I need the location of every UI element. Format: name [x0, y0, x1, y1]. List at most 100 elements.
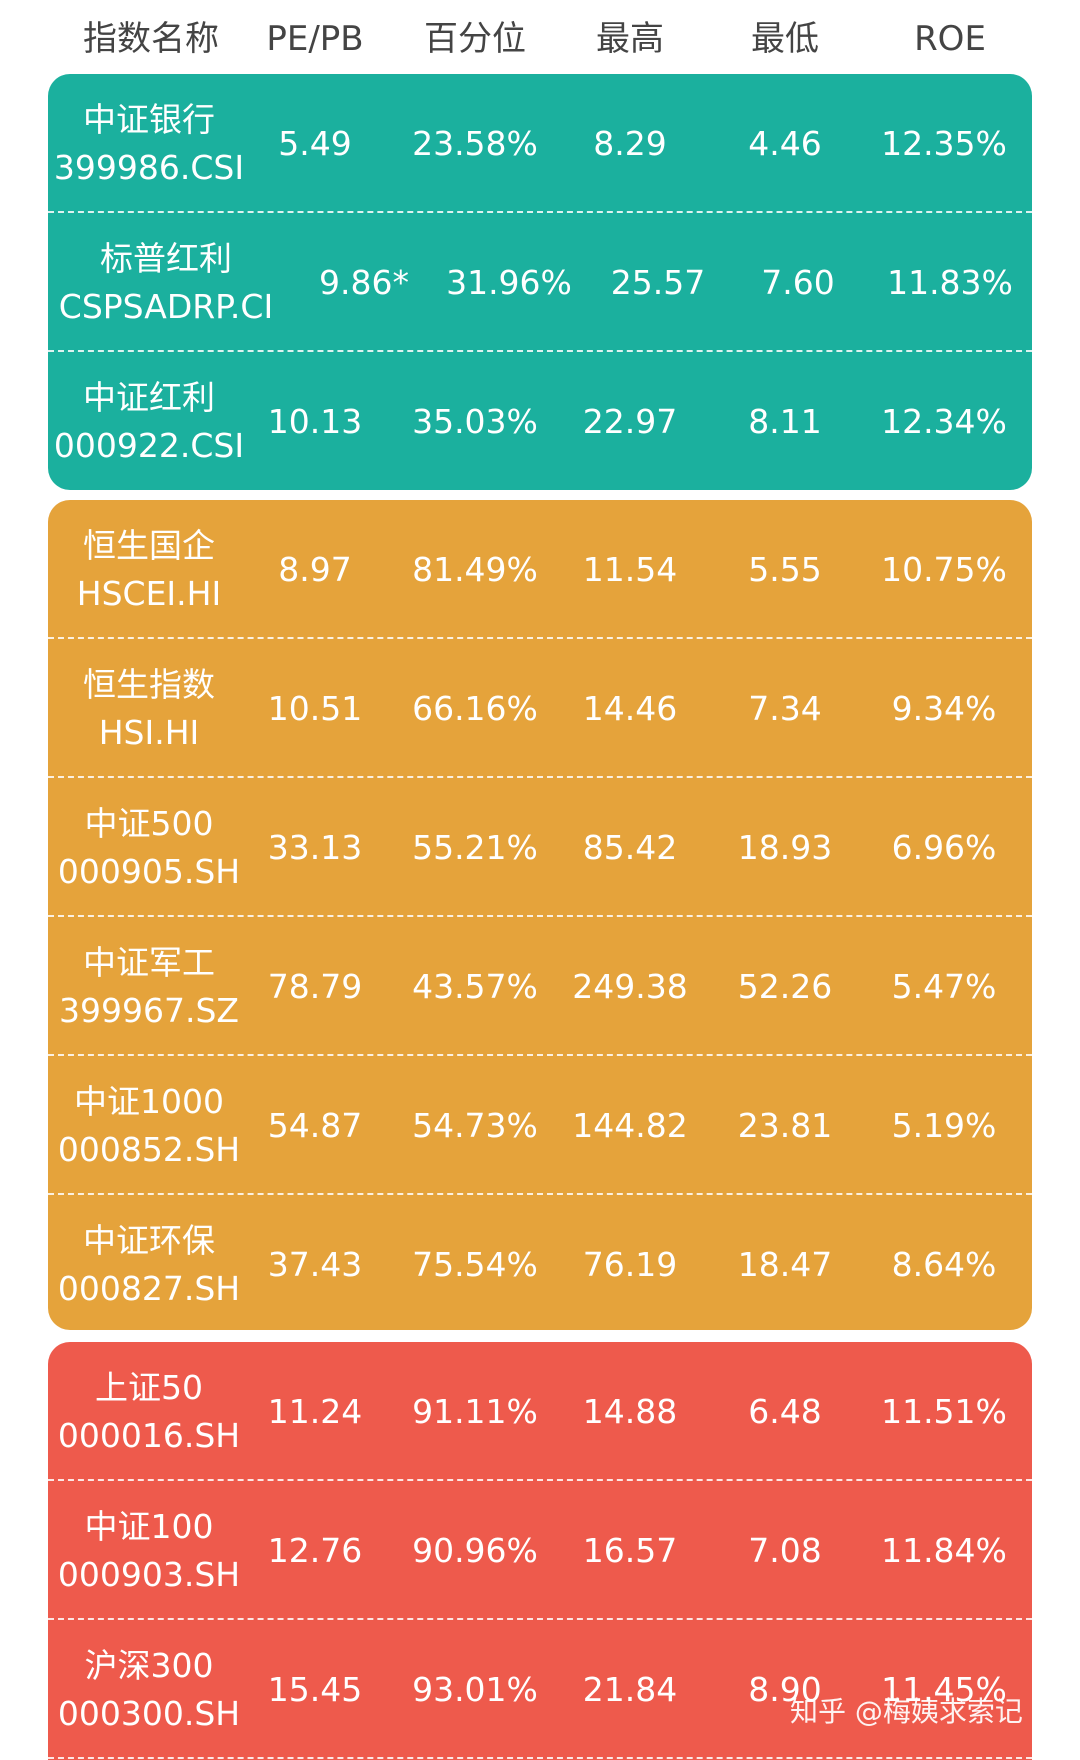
low-value: 4.46: [748, 124, 822, 163]
index-code: 399967.SZ: [58, 990, 240, 1030]
table-row[interactable]: 恒生指数 HSI.HI 10.51 66.16% 14.46 7.34 9.34…: [48, 639, 1032, 778]
table-row[interactable]: 恒生国企 HSCEI.HI 8.97 81.49% 11.54 5.55 10.…: [48, 500, 1032, 639]
index-name: 沪深300: [84, 1645, 214, 1685]
header-percentile: 百分位: [424, 19, 526, 59]
percentile-value: 91.11%: [412, 1392, 538, 1431]
roe-value: 12.35%: [881, 124, 1007, 163]
percentile-value: 23.58%: [412, 124, 538, 163]
table-row[interactable]: 标普红利 CSPSADRP.CI 9.86* 31.96% 25.57 7.60…: [48, 213, 1032, 352]
index-code: HSCEI.HI: [76, 573, 222, 613]
table-row[interactable]: 中证红利 000922.CSI 10.13 35.03% 22.97 8.11 …: [48, 352, 1032, 490]
roe-value: 8.64%: [891, 1245, 997, 1284]
high-value: 11.54: [582, 550, 678, 589]
index-name: 中证红利: [83, 377, 215, 417]
index-name: 标普红利: [100, 238, 232, 278]
index-code: 000300.SH: [57, 1693, 241, 1733]
index-name-cell: 中证1000 000852.SH: [54, 1056, 244, 1195]
low-value: 8.90: [748, 1670, 822, 1709]
table-row[interactable]: 中证银行 399986.CSI 5.49 23.58% 8.29 4.46 12…: [48, 74, 1032, 213]
index-name-cell: 标普红利 CSPSADRP.CI: [54, 213, 278, 352]
low-value: 18.47: [737, 1245, 833, 1284]
low-value: 23.81: [737, 1106, 833, 1145]
roe-value: 9.34%: [891, 689, 997, 728]
pe-pb-value: 11.24: [267, 1392, 363, 1431]
percentile-value: 81.49%: [412, 550, 538, 589]
high-value: 14.46: [582, 689, 678, 728]
index-name-cell: 中证军工 399967.SZ: [54, 917, 244, 1056]
index-name-cell: 中证红利 000922.CSI: [54, 352, 244, 490]
pe-pb-value: 15.45: [267, 1670, 363, 1709]
header-roe: ROE: [914, 19, 986, 59]
roe-value: 11.84%: [881, 1531, 1007, 1570]
table-row[interactable]: 沪深300 000300.SH 15.45 93.01% 21.84 8.90 …: [48, 1620, 1032, 1759]
percentile-value: 75.54%: [412, 1245, 538, 1284]
roe-value: 11.51%: [881, 1392, 1007, 1431]
index-name: 上证50: [95, 1367, 203, 1407]
index-name-cell: 上证50 000016.SH: [54, 1342, 244, 1481]
pe-pb-value: 9.86*: [319, 263, 409, 302]
header-pe-pb: PE/PB: [266, 19, 364, 59]
table-header: 指数名称 PE/PB 百分位 最高 最低 ROE: [0, 0, 1080, 74]
index-name: 中证环保: [83, 1220, 215, 1260]
roe-value: 11.45%: [881, 1670, 1007, 1709]
low-value: 18.93: [737, 828, 833, 867]
index-name-cell: 沪深300 000300.SH: [54, 1620, 244, 1759]
roe-value: 5.19%: [891, 1106, 997, 1145]
percentile-value: 54.73%: [412, 1106, 538, 1145]
high-value: 21.84: [582, 1670, 678, 1709]
index-code: 399986.CSI: [53, 147, 245, 187]
high-value: 14.88: [582, 1392, 678, 1431]
table-row[interactable]: 中证环保 000827.SH 37.43 75.54% 76.19 18.47 …: [48, 1195, 1032, 1330]
high-value: 144.82: [572, 1106, 688, 1145]
high-value: 25.57: [610, 263, 706, 302]
index-code: 000016.SH: [57, 1415, 241, 1455]
table-row[interactable]: 上证50 000016.SH 11.24 91.11% 14.88 6.48 1…: [48, 1342, 1032, 1481]
table-row[interactable]: 中证1000 000852.SH 54.87 54.73% 144.82 23.…: [48, 1056, 1032, 1195]
index-name: 恒生指数: [83, 664, 215, 704]
index-name-cell: 中证500 000905.SH: [54, 778, 244, 917]
roe-value: 5.47%: [891, 967, 997, 1006]
low-value: 7.08: [748, 1531, 822, 1570]
pe-pb-value: 37.43: [267, 1245, 363, 1284]
index-name-cell: 中证银行 399986.CSI: [54, 74, 244, 213]
high-value: 76.19: [582, 1245, 678, 1284]
percentile-value: 66.16%: [412, 689, 538, 728]
index-name: 中证100: [84, 1506, 214, 1546]
watermark-text: 知乎 @梅姨求索记: [790, 1695, 1023, 1728]
index-code: 000852.SH: [57, 1129, 241, 1169]
pe-pb-value: 12.76: [267, 1531, 363, 1570]
roe-value: 12.34%: [881, 402, 1007, 441]
table-row[interactable]: 中证军工 399967.SZ 78.79 43.57% 249.38 52.26…: [48, 917, 1032, 1056]
index-code: 000827.SH: [57, 1268, 241, 1308]
header-high: 最高: [596, 19, 664, 59]
pe-pb-value: 78.79: [267, 967, 363, 1006]
percentile-value: 55.21%: [412, 828, 538, 867]
pe-pb-value: 8.97: [278, 550, 352, 589]
high-value: 16.57: [582, 1531, 678, 1570]
group-low-valuation: 中证银行 399986.CSI 5.49 23.58% 8.29 4.46 12…: [48, 74, 1032, 490]
index-name-cell: 恒生指数 HSI.HI: [54, 639, 244, 778]
index-code: 000922.CSI: [53, 425, 245, 465]
table-row[interactable]: 中证500 000905.SH 33.13 55.21% 85.42 18.93…: [48, 778, 1032, 917]
high-value: 22.97: [582, 402, 678, 441]
pe-pb-value: 10.51: [267, 689, 363, 728]
index-code: CSPSADRP.CI: [58, 286, 274, 326]
index-name: 中证银行: [83, 99, 215, 139]
index-name-cell: 恒生国企 HSCEI.HI: [54, 500, 244, 639]
low-value: 5.55: [748, 550, 822, 589]
index-name: 恒生国企: [83, 525, 215, 565]
group-mid-valuation: 恒生国企 HSCEI.HI 8.97 81.49% 11.54 5.55 10.…: [48, 500, 1032, 1330]
percentile-value: 31.96%: [446, 263, 572, 302]
table-row[interactable]: 中证100 000903.SH 12.76 90.96% 16.57 7.08 …: [48, 1481, 1032, 1620]
roe-value: 10.75%: [881, 550, 1007, 589]
roe-value: 6.96%: [891, 828, 997, 867]
group-high-valuation: 上证50 000016.SH 11.24 91.11% 14.88 6.48 1…: [48, 1342, 1032, 1760]
index-code: 000903.SH: [57, 1554, 241, 1594]
index-code: HSI.HI: [98, 712, 200, 752]
roe-value: 11.83%: [887, 263, 1013, 302]
index-code: 000905.SH: [57, 851, 241, 891]
index-name-cell: 中证环保 000827.SH: [54, 1195, 244, 1330]
index-name-cell: 中证100 000903.SH: [54, 1481, 244, 1620]
low-value: 8.11: [748, 402, 822, 441]
percentile-value: 93.01%: [412, 1670, 538, 1709]
